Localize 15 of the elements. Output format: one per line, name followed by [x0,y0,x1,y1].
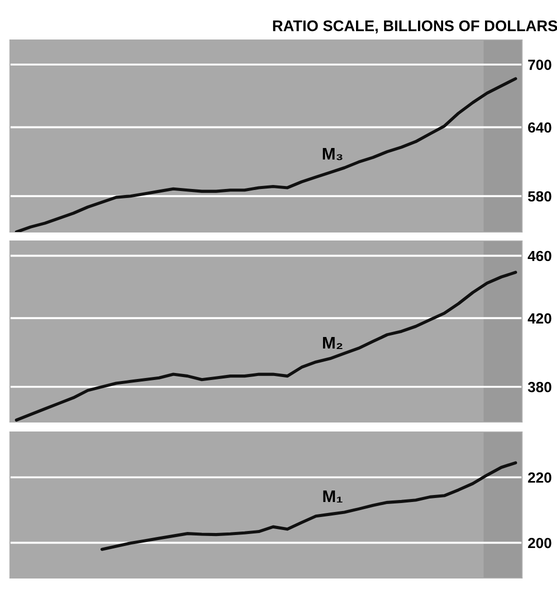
y-tick-label: 580 [528,191,552,202]
chart-title: RATIO SCALE, BILLIONS OF DOLLARS [273,20,557,34]
annotation: M₁ [323,490,342,503]
y-tick-label: 220 [528,472,552,483]
line-series [14,77,518,232]
y-tick-label: 640 [528,122,552,133]
annotation: M₃ [322,148,342,160]
annotation: M₂ [323,337,342,349]
line-series [14,270,518,422]
line-series [100,461,518,551]
y-tick-label: 200 [528,538,552,548]
y-tick-label: 460 [528,250,552,262]
y-tick-label: 380 [528,382,552,392]
y-tick-label: 700 [528,60,552,70]
y-tick-label: 420 [528,313,552,324]
